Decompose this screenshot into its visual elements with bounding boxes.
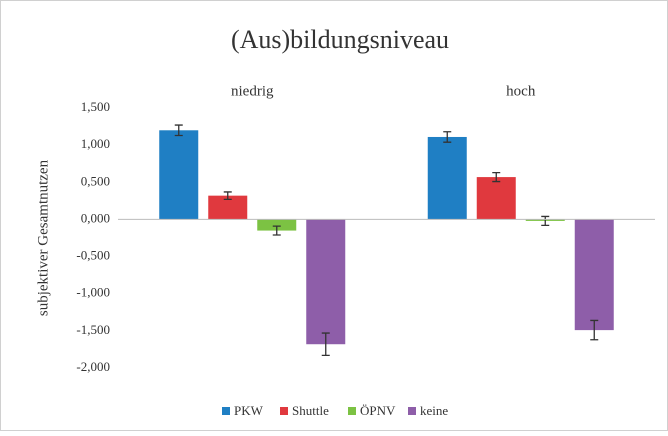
legend-swatch xyxy=(280,407,288,415)
y-tick-label: 0,000 xyxy=(81,210,110,225)
y-tick-label: -2,000 xyxy=(76,359,110,374)
bar xyxy=(574,219,614,331)
error-bar xyxy=(321,332,330,357)
y-tick-label: -1,500 xyxy=(76,322,110,337)
category-label: hoch xyxy=(506,83,536,99)
y-axis-label: subjektiver Gesamtnutzen xyxy=(35,159,51,316)
bar xyxy=(427,136,467,220)
error-bar xyxy=(590,319,599,341)
bar xyxy=(257,219,297,231)
error-bar xyxy=(443,131,452,143)
bar xyxy=(306,219,346,345)
legend-swatch xyxy=(222,407,230,415)
bar xyxy=(476,177,516,220)
error-bar xyxy=(541,215,550,227)
category-label: niedrig xyxy=(231,83,274,99)
error-bar xyxy=(272,225,281,236)
chart-title: (Aus)bildungsniveau xyxy=(231,25,449,54)
bar xyxy=(159,130,199,220)
y-tick-label: 1,500 xyxy=(81,99,110,114)
legend-label: ÖPNV xyxy=(360,403,396,418)
bar xyxy=(208,195,248,220)
error-bar xyxy=(223,191,232,201)
legend-swatch xyxy=(408,407,416,415)
y-tick-label: -0,500 xyxy=(76,248,110,263)
legend-swatch xyxy=(348,407,356,415)
legend-label: PKW xyxy=(234,403,264,418)
y-tick-label: 0,500 xyxy=(81,173,110,188)
y-tick-label: 1,000 xyxy=(81,136,110,151)
error-bar xyxy=(174,124,183,137)
legend-label: Shuttle xyxy=(292,403,329,418)
y-tick-label: -1,000 xyxy=(76,285,110,300)
legend-label: keine xyxy=(420,403,448,418)
error-bar xyxy=(492,171,501,183)
